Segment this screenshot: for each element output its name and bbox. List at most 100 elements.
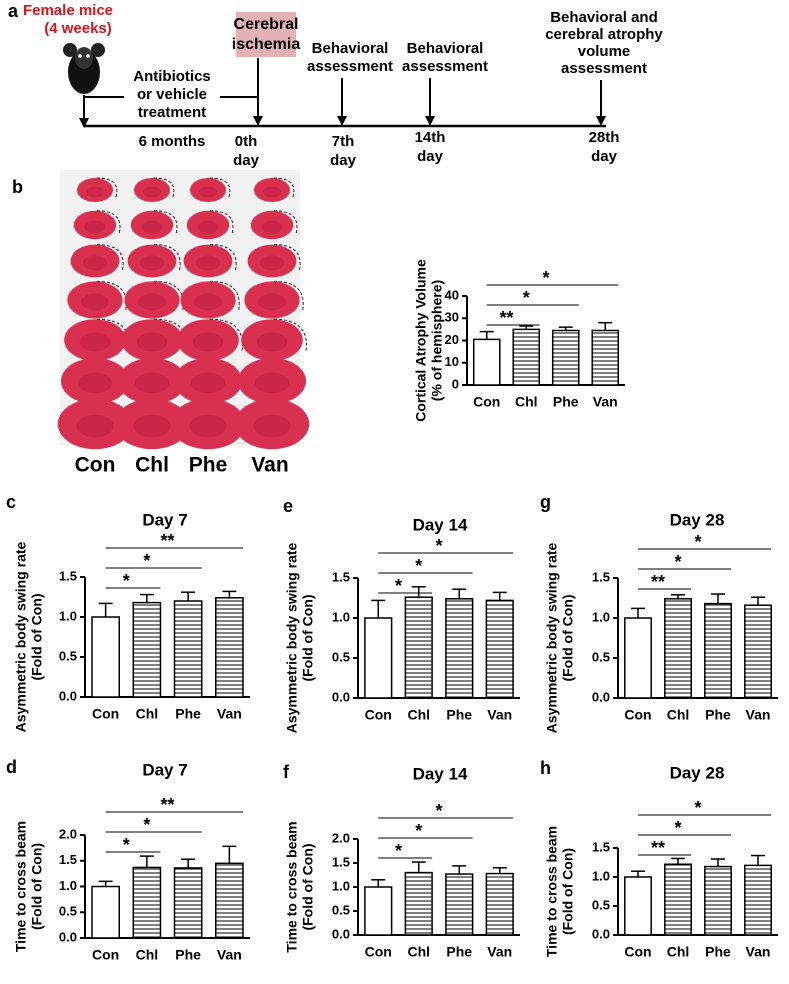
treatment: treatment	[138, 104, 206, 121]
y-tick-label: 40	[445, 287, 459, 302]
timepoint: 28th	[589, 129, 620, 146]
brain-slice-shade	[255, 372, 289, 394]
brain-slice-shade	[263, 186, 281, 198]
significance-label: **	[651, 838, 665, 858]
group-label: Con	[75, 454, 116, 477]
lesion-outline	[209, 318, 243, 353]
y-axis-label: (% of hemisphere)	[429, 280, 445, 401]
x-tick-label: Van	[217, 706, 242, 722]
timepoint: 6 months	[139, 133, 206, 150]
brain-slice-shade	[135, 372, 169, 394]
x-tick-label: Van	[487, 944, 512, 960]
bar	[485, 599, 514, 699]
bar	[744, 604, 772, 699]
arrow-head	[79, 118, 89, 128]
chart-title: Day 28	[670, 763, 725, 782]
brain-slice-shade	[138, 293, 166, 311]
lesion-outline	[153, 318, 187, 353]
bar	[485, 872, 514, 936]
bar	[445, 598, 474, 699]
y-axis-label: Time to cross beam	[544, 826, 560, 957]
lesion-outline	[273, 318, 307, 353]
significance-label: *	[395, 841, 402, 861]
x-tick-label: Van	[746, 707, 771, 723]
x-tick-label: Con	[365, 707, 392, 723]
significance-label: *	[415, 556, 422, 576]
timeline: a Female mice (4 weeks) Antibiotics or v…	[8, 1, 663, 169]
brain-slice-shade	[133, 414, 171, 438]
brain-slice-shade	[253, 414, 291, 438]
panel-letter: e	[283, 496, 293, 516]
x-tick-label: Chl	[136, 947, 159, 963]
bar	[91, 616, 120, 698]
chart-title: Day 7	[142, 510, 187, 529]
brain-slice-shade	[199, 186, 217, 198]
timepoint: day	[591, 148, 618, 165]
arrow-head	[596, 116, 606, 126]
brain-slice-shade	[143, 186, 161, 198]
panel-letter: b	[12, 177, 23, 197]
bar	[91, 885, 120, 939]
significance-label: *	[143, 815, 150, 835]
brain-slice-shade	[86, 186, 104, 198]
y-axis-label: (Fold of Con)	[29, 843, 45, 930]
timepoint: 14th	[415, 129, 446, 146]
brain-sections: b	[12, 170, 310, 450]
significance-label: *	[435, 536, 442, 556]
bar	[704, 602, 732, 699]
y-tick-label: 0.5	[59, 648, 77, 663]
lesion-outline	[96, 210, 121, 234]
assessment: cerebral atrophy	[545, 26, 663, 43]
x-tick-label: Phe	[175, 947, 201, 963]
bar	[404, 871, 433, 936]
y-tick-label: 0.0	[59, 688, 77, 703]
chart-title: Day 14	[413, 764, 468, 783]
y-axis-label: (Fold of Con)	[300, 594, 316, 681]
assessment: Behavioral	[407, 40, 484, 57]
brain-slice-shade	[197, 220, 219, 234]
y-tick-label: 1.5	[332, 854, 350, 869]
y-tick-label: 0	[452, 376, 459, 391]
lesion-outline	[209, 280, 240, 312]
assessment: assessment	[561, 60, 647, 77]
lesion-outline	[273, 280, 304, 312]
x-tick-label: Phe	[705, 707, 731, 723]
y-tick-label: 1.0	[332, 609, 350, 624]
bar	[445, 873, 474, 936]
y-tick-label: 0.0	[592, 689, 610, 704]
x-tick-label: Van	[746, 944, 771, 960]
bar	[744, 864, 772, 936]
chart-title: Day 14	[413, 515, 468, 534]
lesion-outline	[209, 177, 231, 198]
brain-slice-shade	[261, 220, 283, 234]
y-axis-label: Asymmetric body swing rate	[284, 542, 300, 733]
brain-slice-shade	[256, 332, 288, 352]
significance-label: *	[674, 818, 681, 838]
timepoint: day	[233, 152, 260, 169]
brain-slice-shade	[195, 255, 221, 271]
y-tick-label: 1.0	[59, 878, 77, 893]
event: ischemia	[232, 36, 301, 53]
bar	[132, 601, 162, 698]
significance-label: *	[523, 288, 530, 308]
significance-label: **	[160, 531, 174, 551]
y-tick-label: 20	[445, 332, 459, 347]
y-tick-label: 30	[445, 310, 459, 325]
bar	[132, 866, 162, 939]
group-label: Chl	[135, 454, 169, 477]
y-tick-label: 1.5	[332, 569, 350, 584]
significance-label: *	[143, 551, 150, 571]
panel-letter: h	[540, 758, 551, 778]
lesion-outline	[273, 210, 298, 234]
significance-label: **	[651, 572, 665, 592]
brain-slice-shade	[76, 414, 114, 438]
lesion-outline	[96, 280, 127, 312]
bar	[364, 617, 393, 699]
significance-label: *	[123, 571, 130, 591]
x-tick-label: Chl	[407, 707, 430, 723]
panel-letter: f	[283, 762, 290, 782]
y-axis-label: Cortical Atrophy Volume	[413, 259, 429, 422]
y-tick-label: 10	[445, 354, 459, 369]
x-tick-label: Con	[92, 706, 119, 722]
